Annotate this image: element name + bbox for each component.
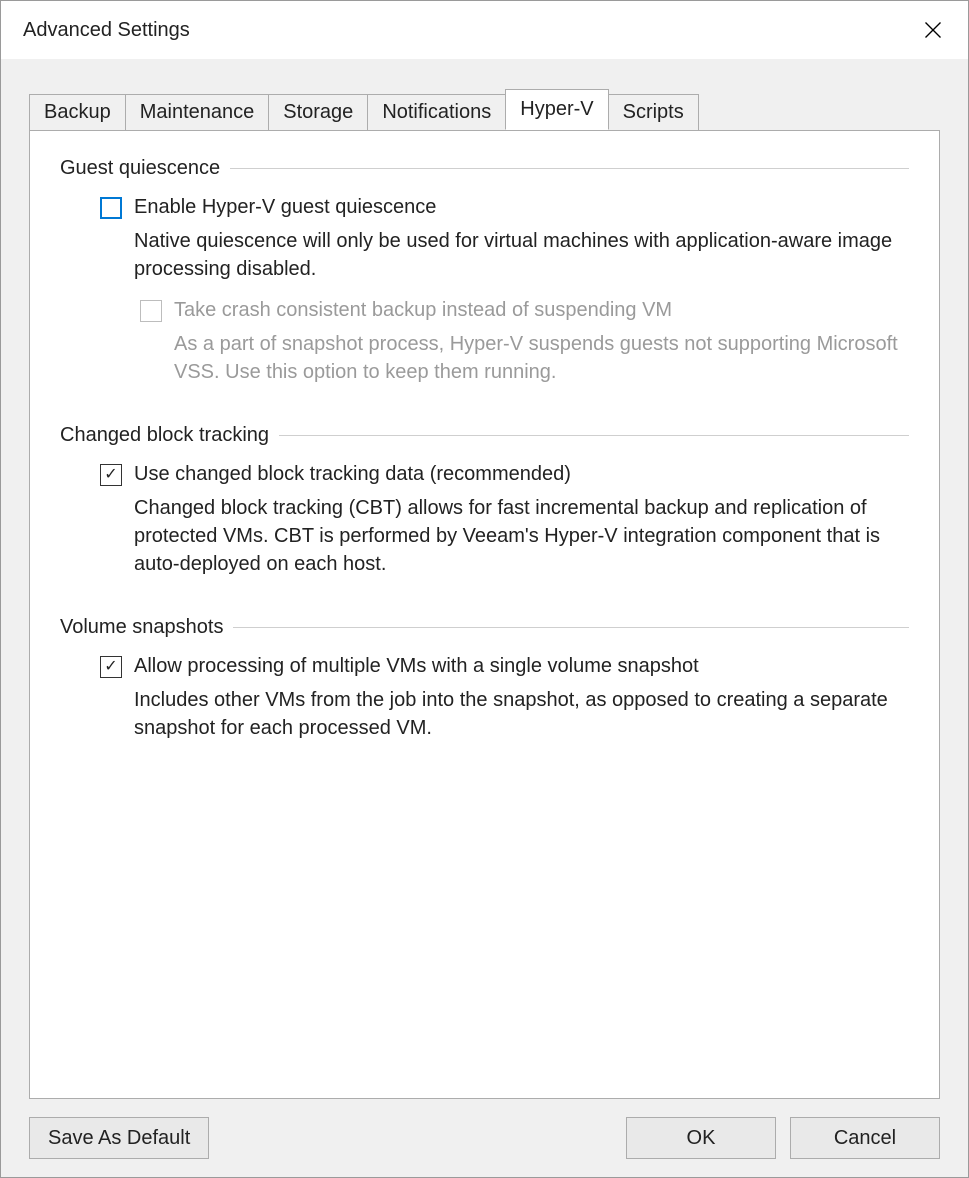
tab-scripts[interactable]: Scripts (608, 94, 699, 131)
tab-hyper-v[interactable]: Hyper-V (505, 89, 608, 130)
option-description: Native quiescence will only be used for … (134, 227, 909, 283)
group-divider (230, 168, 909, 169)
option-label: Enable Hyper-V guest quiescence (134, 194, 909, 221)
dialog-footer: Save As Default OK Cancel (29, 1099, 940, 1159)
option-label: Allow processing of multiple VMs with a … (134, 653, 909, 680)
checkbox-enable-guest-quiescence[interactable] (100, 197, 122, 219)
group-title: Changed block tracking (60, 424, 279, 447)
option-description: Changed block tracking (CBT) allows for … (134, 494, 909, 578)
group-volume-snapshots: Volume snapshots ✓ Allow processing of m… (60, 616, 909, 742)
group-header: Changed block tracking (60, 424, 909, 447)
close-button[interactable] (910, 7, 956, 53)
window-title: Advanced Settings (23, 19, 910, 42)
group-divider (279, 435, 909, 436)
option-enable-guest-quiescence: Enable Hyper-V guest quiescence Native q… (100, 194, 909, 283)
option-text: Enable Hyper-V guest quiescence Native q… (134, 194, 909, 283)
checkbox-allow-multi-vm-snapshot[interactable]: ✓ (100, 656, 122, 678)
tab-maintenance[interactable]: Maintenance (125, 94, 270, 131)
group-header: Volume snapshots (60, 616, 909, 639)
group-divider (233, 627, 909, 628)
tab-storage[interactable]: Storage (268, 94, 368, 131)
option-text: Use changed block tracking data (recomme… (134, 461, 909, 578)
tab-backup[interactable]: Backup (29, 94, 126, 131)
option-crash-consistent: Take crash consistent backup instead of … (140, 297, 909, 386)
option-text: Take crash consistent backup instead of … (174, 297, 909, 386)
tab-notifications[interactable]: Notifications (367, 94, 506, 131)
option-label: Use changed block tracking data (recomme… (134, 461, 909, 488)
checkbox-use-cbt[interactable]: ✓ (100, 464, 122, 486)
ok-button[interactable]: OK (626, 1117, 776, 1159)
group-guest-quiescence: Guest quiescence Enable Hyper-V guest qu… (60, 157, 909, 386)
cancel-button[interactable]: Cancel (790, 1117, 940, 1159)
titlebar: Advanced Settings (1, 1, 968, 59)
checkbox-crash-consistent (140, 300, 162, 322)
tab-strip: Backup Maintenance Storage Notifications… (29, 89, 940, 130)
option-label: Take crash consistent backup instead of … (174, 297, 909, 324)
save-as-default-button[interactable]: Save As Default (29, 1117, 209, 1159)
group-header: Guest quiescence (60, 157, 909, 180)
option-description: As a part of snapshot process, Hyper-V s… (174, 330, 909, 386)
group-changed-block-tracking: Changed block tracking ✓ Use changed blo… (60, 424, 909, 578)
option-description: Includes other VMs from the job into the… (134, 686, 909, 742)
client-area: Backup Maintenance Storage Notifications… (1, 59, 968, 1177)
group-title: Volume snapshots (60, 616, 233, 639)
option-use-cbt: ✓ Use changed block tracking data (recom… (100, 461, 909, 578)
close-icon (923, 20, 943, 40)
option-text: Allow processing of multiple VMs with a … (134, 653, 909, 742)
option-allow-multi-vm-snapshot: ✓ Allow processing of multiple VMs with … (100, 653, 909, 742)
advanced-settings-dialog: Advanced Settings Backup Maintenance Sto… (0, 0, 969, 1178)
tab-page-hyper-v: Guest quiescence Enable Hyper-V guest qu… (29, 130, 940, 1099)
group-title: Guest quiescence (60, 157, 230, 180)
